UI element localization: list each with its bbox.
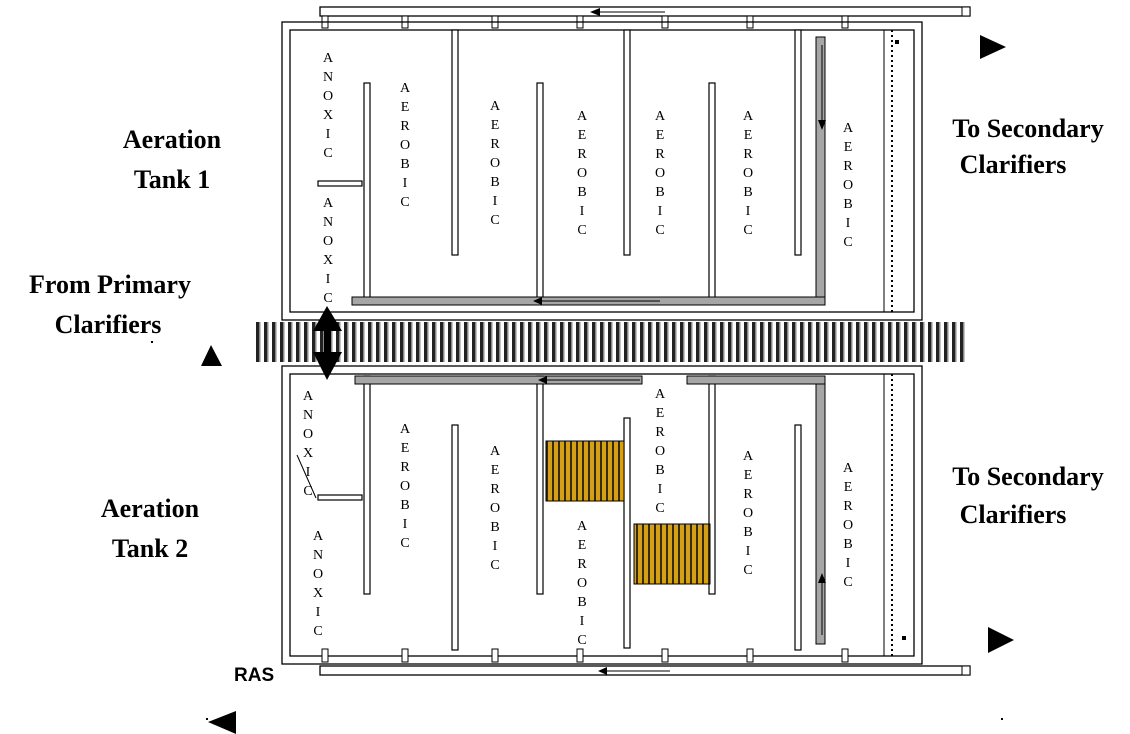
triangle-arrow-right-icon [980,35,1006,59]
anoxic-divider-2 [317,494,363,501]
tank2-label-line2: Tank 2 [112,534,188,563]
from-primary-line2: Clarifiers [55,310,162,339]
tank-2 [281,365,971,676]
from-primary-line1: From Primary [29,270,191,299]
tank1-effluent-channel [815,36,826,300]
to-secondary-1-line2: Clarifiers [960,150,1067,179]
tank2-feed-channel-a [354,375,643,385]
tank2-feed-channel-b [686,375,826,385]
influent-channel [253,322,968,362]
flow-arrow-left-icon [598,667,607,675]
triangle-arrow-left-icon [208,711,236,734]
tank2-effluent-channel [815,383,826,645]
to-secondary-2-line2: Clarifiers [960,500,1067,529]
anoxic-divider-1 [317,180,363,187]
tank1-label-line2: Tank 1 [134,165,210,194]
triangle-arrow-right-icon [988,627,1014,653]
to-secondary-1-line1: To Secondary [952,114,1103,143]
triangle-arrow-up-icon [201,345,222,366]
tank2-label-line1: Aeration [101,494,200,523]
to-secondary-2-line1: To Secondary [952,462,1103,491]
ras-label: RAS [234,665,274,686]
tank1-label-line1: Aeration [123,125,222,154]
flow-arrow-left-icon [590,8,600,16]
media-block-1 [545,440,625,502]
media-block-2 [633,523,711,585]
tank2-bottom-connectors [321,648,849,663]
tank-1 [281,6,971,321]
